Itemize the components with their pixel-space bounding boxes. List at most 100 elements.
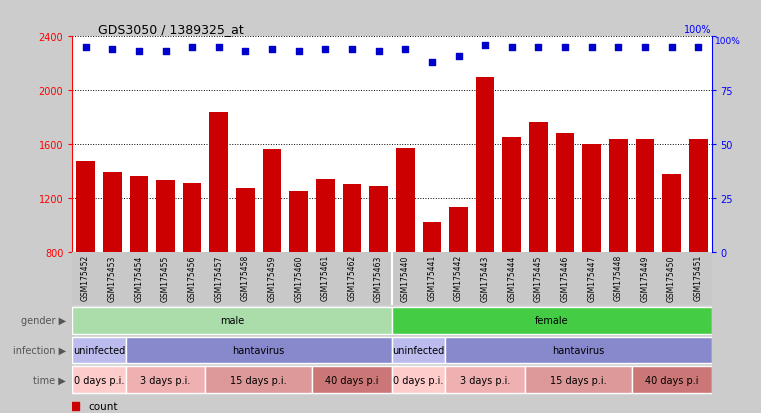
Bar	[179, 252, 205, 306]
Text: GSM175441: GSM175441	[428, 254, 436, 301]
Bar	[556, 134, 575, 359]
Text: 0 days p.i.: 0 days p.i.	[74, 375, 124, 385]
Bar	[312, 367, 392, 393]
Text: GSM175440: GSM175440	[401, 254, 409, 301]
Bar	[662, 174, 681, 359]
Text: GSM175457: GSM175457	[215, 254, 223, 301]
Bar	[72, 252, 99, 306]
Bar	[205, 367, 312, 393]
Bar	[525, 252, 552, 306]
Bar	[498, 252, 525, 306]
Bar	[578, 252, 605, 306]
Text: GSM175443: GSM175443	[481, 254, 489, 301]
Text: GSM175461: GSM175461	[321, 254, 330, 301]
Point	[559, 45, 571, 51]
Text: GSM175458: GSM175458	[241, 254, 250, 301]
Bar	[259, 252, 285, 306]
Bar	[289, 192, 308, 359]
Bar	[72, 367, 126, 393]
Point	[213, 45, 225, 51]
Text: infection ▶: infection ▶	[13, 345, 66, 355]
Text: GSM175442: GSM175442	[454, 254, 463, 301]
Bar	[396, 149, 415, 359]
Text: 100%: 100%	[715, 37, 740, 46]
Point	[133, 49, 145, 55]
Point	[266, 47, 279, 53]
Point	[612, 45, 624, 51]
Text: GDS3050 / 1389325_at: GDS3050 / 1389325_at	[98, 23, 244, 36]
Point	[666, 45, 678, 51]
Bar	[582, 145, 601, 359]
Bar	[605, 252, 632, 306]
Text: hantavirus: hantavirus	[233, 345, 285, 355]
Bar	[72, 307, 392, 334]
Point	[346, 47, 358, 53]
Point	[479, 43, 492, 49]
Text: 3 days p.i.: 3 days p.i.	[140, 375, 191, 385]
Bar	[658, 252, 685, 306]
Text: 15 days p.i.: 15 days p.i.	[550, 375, 607, 385]
Text: 40 days p.i: 40 days p.i	[645, 375, 699, 385]
Bar	[156, 181, 175, 359]
Text: GSM175446: GSM175446	[561, 254, 569, 301]
Text: male: male	[220, 316, 244, 325]
Bar	[525, 367, 632, 393]
Point	[107, 47, 119, 53]
Text: GSM175444: GSM175444	[508, 254, 516, 301]
Bar	[632, 367, 712, 393]
Bar	[445, 252, 472, 306]
Bar	[339, 252, 365, 306]
Text: 3 days p.i.: 3 days p.i.	[460, 375, 511, 385]
Point	[533, 45, 545, 51]
Text: female: female	[535, 316, 568, 325]
Bar	[449, 208, 468, 359]
Text: GSM175452: GSM175452	[81, 254, 90, 301]
Bar	[126, 367, 205, 393]
Text: 40 days p.i: 40 days p.i	[325, 375, 379, 385]
Bar	[129, 177, 148, 359]
Bar	[529, 123, 548, 359]
Text: GSM175463: GSM175463	[374, 254, 383, 301]
Text: uninfected: uninfected	[393, 345, 444, 355]
Bar	[312, 252, 339, 306]
Bar	[685, 252, 712, 306]
Bar	[392, 367, 445, 393]
Point	[240, 49, 252, 55]
Text: GSM175450: GSM175450	[667, 254, 676, 301]
Text: GSM175448: GSM175448	[614, 254, 622, 301]
Bar	[76, 162, 95, 359]
Bar	[236, 189, 255, 359]
Point	[426, 59, 438, 66]
Text: GSM175447: GSM175447	[587, 254, 596, 301]
Point	[506, 45, 518, 51]
Text: GSM175456: GSM175456	[188, 254, 196, 301]
Bar	[285, 252, 312, 306]
Bar	[445, 337, 712, 363]
Bar	[632, 252, 658, 306]
Bar	[392, 337, 445, 363]
Text: GSM175455: GSM175455	[161, 254, 170, 301]
Bar	[232, 252, 259, 306]
Bar	[126, 337, 392, 363]
Bar	[342, 185, 361, 359]
Bar	[609, 139, 628, 359]
Point	[160, 49, 172, 55]
Text: count: count	[88, 401, 118, 411]
Text: GSM175445: GSM175445	[534, 254, 543, 301]
Bar	[552, 252, 578, 306]
Text: GSM175460: GSM175460	[295, 254, 303, 301]
Point	[453, 53, 465, 60]
Point	[693, 45, 705, 51]
Text: GSM175462: GSM175462	[348, 254, 356, 301]
Bar	[445, 367, 525, 393]
Point	[639, 45, 651, 51]
Bar	[103, 173, 122, 359]
Text: GSM175451: GSM175451	[694, 254, 702, 301]
Bar	[476, 78, 495, 359]
Bar	[419, 252, 445, 306]
Point	[80, 45, 92, 51]
Bar	[183, 183, 202, 359]
Text: GSM175453: GSM175453	[108, 254, 116, 301]
Bar	[99, 252, 126, 306]
Bar	[422, 222, 441, 359]
